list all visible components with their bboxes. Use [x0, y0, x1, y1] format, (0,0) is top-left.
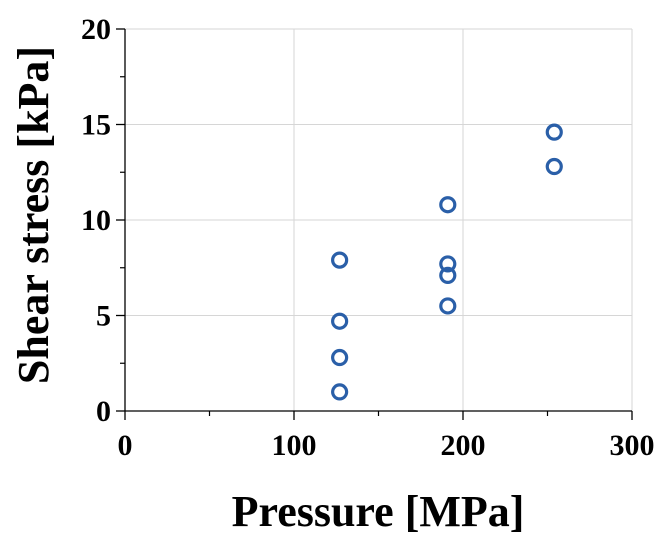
x-tick-label-2: 200: [441, 429, 486, 462]
data-point-0-7: [441, 299, 455, 313]
data-point-0-8: [547, 125, 561, 139]
x-tick-label-3: 300: [610, 429, 655, 462]
data-point-0-0: [333, 253, 347, 267]
y-tick-label-1: 5: [96, 300, 111, 333]
grid-lines: [125, 29, 632, 411]
y-axis-title: Shear stress [kPa]: [9, 46, 58, 384]
y-tick-label-2: 10: [81, 204, 111, 237]
data-point-0-3: [333, 385, 347, 399]
y-tick-label-3: 15: [81, 109, 111, 142]
data-point-0-2: [333, 351, 347, 365]
tick-labels: 0 100 200 300 0 5 10 15 20: [81, 13, 655, 462]
y-tick-label-0: 0: [96, 395, 111, 428]
data-point-0-1: [333, 314, 347, 328]
data-points: [333, 125, 562, 399]
y-tick-label-4: 20: [81, 13, 111, 46]
x-tick-label-0: 0: [118, 429, 133, 462]
data-point-0-4: [441, 198, 455, 212]
x-axis-title: Pressure [MPa]: [232, 487, 525, 533]
x-tick-label-1: 100: [272, 429, 317, 462]
data-point-0-9: [547, 160, 561, 174]
tick-marks: [116, 29, 632, 420]
